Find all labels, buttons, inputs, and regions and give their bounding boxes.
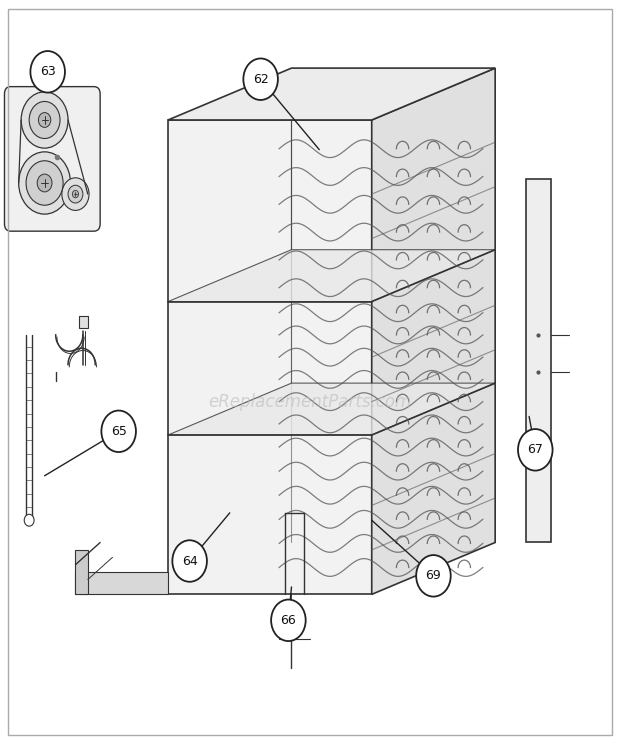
Circle shape [68, 185, 83, 203]
Circle shape [271, 600, 306, 641]
Text: 63: 63 [40, 65, 56, 78]
Text: 66: 66 [280, 614, 296, 626]
Circle shape [30, 51, 65, 92]
Text: 62: 62 [253, 73, 268, 86]
Polygon shape [168, 120, 372, 594]
Text: 65: 65 [111, 425, 126, 437]
Text: 64: 64 [182, 554, 198, 568]
Circle shape [102, 411, 136, 452]
Circle shape [73, 190, 79, 198]
FancyBboxPatch shape [4, 86, 100, 231]
Circle shape [518, 429, 552, 471]
Polygon shape [372, 68, 495, 594]
Polygon shape [79, 316, 88, 327]
Circle shape [19, 152, 71, 214]
Text: 69: 69 [425, 569, 441, 583]
Circle shape [172, 540, 207, 582]
Circle shape [416, 555, 451, 597]
Polygon shape [168, 250, 495, 301]
Circle shape [29, 101, 60, 138]
Circle shape [37, 174, 52, 192]
Text: eReplacementParts.com: eReplacementParts.com [208, 393, 412, 411]
Polygon shape [168, 383, 495, 435]
Circle shape [21, 92, 68, 148]
Circle shape [62, 178, 89, 211]
Text: 67: 67 [528, 443, 543, 456]
Circle shape [243, 59, 278, 100]
Circle shape [24, 514, 34, 526]
Polygon shape [168, 68, 495, 120]
Polygon shape [76, 572, 168, 594]
Circle shape [26, 161, 63, 205]
Polygon shape [526, 179, 551, 542]
Circle shape [38, 112, 51, 127]
Polygon shape [76, 550, 88, 594]
